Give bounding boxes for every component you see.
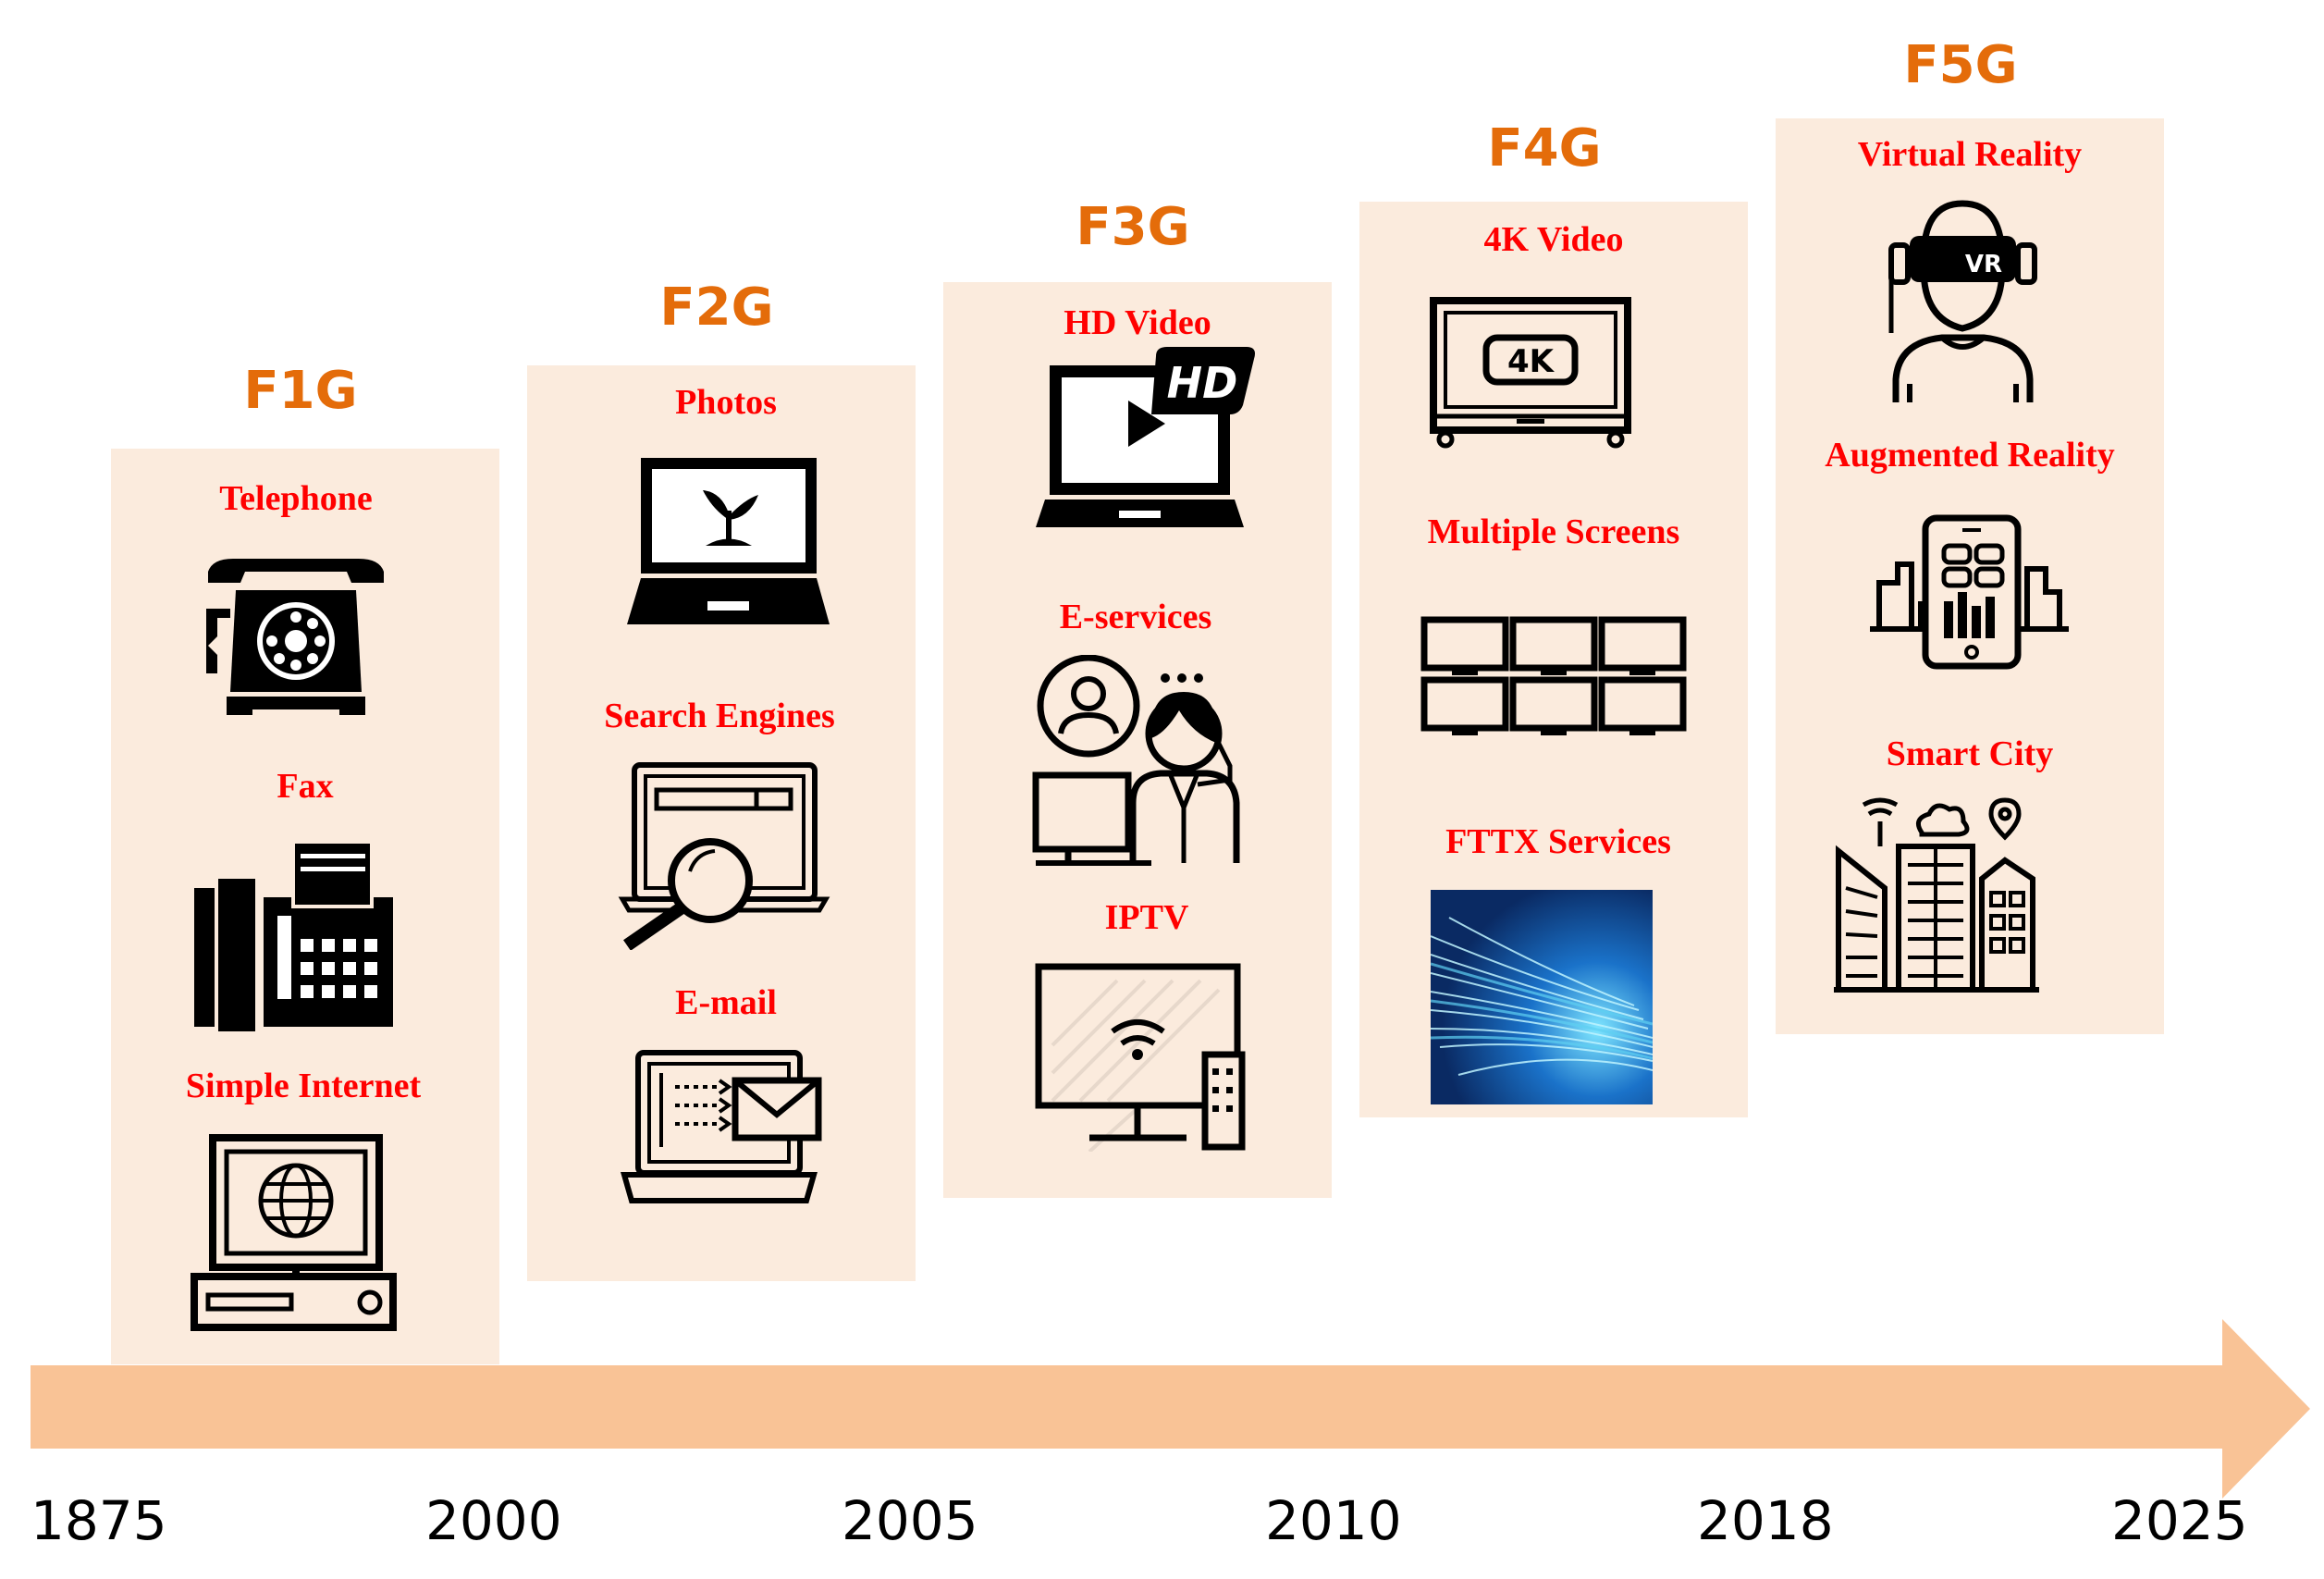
service-label-hd-video: HD Video (1064, 303, 1211, 342)
generation-label-f1g: F1G (243, 361, 358, 421)
telephone-icon (199, 553, 393, 715)
smart-city-icon (1829, 796, 2044, 994)
service-label-e-services: E-services (1059, 598, 1212, 636)
timeline-year-2005: 2005 (842, 1489, 978, 1552)
vr-badge-text: VR (1965, 251, 2002, 278)
service-label-4k-video: 4K Video (1483, 220, 1624, 259)
generation-label-f4g: F4G (1487, 118, 1602, 179)
4k-tv-icon: 4K (1429, 296, 1632, 449)
hd-video-laptop-icon: HD (1036, 342, 1258, 537)
timeline-arrow (31, 1319, 2310, 1499)
generation-label-f2g: F2G (659, 278, 774, 338)
timeline-year-1875: 1875 (31, 1489, 167, 1552)
hd-badge-text: HD (1167, 358, 1238, 408)
augmented-reality-icon (1865, 513, 2073, 671)
4k-badge-text: 4K (1507, 343, 1555, 380)
vr-headset-icon: VR (1854, 194, 2072, 412)
generation-label-f5g: F5G (1903, 35, 2018, 95)
generation-label-f3g: F3G (1076, 197, 1190, 257)
service-label-simple-internet: Simple Internet (185, 1067, 422, 1105)
timeline-year-2018: 2018 (1697, 1489, 1834, 1552)
email-laptop-icon (620, 1045, 828, 1207)
service-label-fax: Fax (277, 767, 334, 806)
fiber-optic-image (1431, 890, 1653, 1104)
service-label-photos: Photos (675, 383, 777, 422)
service-label-virtual-reality: Virtual Reality (1857, 135, 2083, 174)
search-engine-icon (618, 760, 830, 950)
timeline-year-2000: 2000 (425, 1489, 562, 1552)
service-label-iptv: IPTV (1104, 898, 1189, 937)
service-label-multiple-screens: Multiple Screens (1427, 512, 1680, 551)
service-label-smart-city: Smart City (1886, 734, 2054, 773)
e-services-icon (1031, 655, 1253, 866)
iptv-icon (1034, 962, 1248, 1152)
service-label-augmented-reality: Augmented Reality (1825, 436, 2115, 475)
service-label-telephone: Telephone (219, 479, 373, 518)
multiple-screens-icon (1420, 615, 1688, 740)
service-label-search-engines: Search Engines (604, 697, 835, 735)
fax-icon (190, 837, 398, 1031)
timeline-year-2025: 2025 (2111, 1489, 2248, 1552)
service-label-fttx-services: FTTX Services (1445, 822, 1671, 861)
computer-globe-icon (190, 1133, 398, 1332)
service-label-e-mail: E-mail (675, 983, 777, 1022)
laptop-photo-icon (624, 453, 832, 629)
timeline-year-2010: 2010 (1265, 1489, 1402, 1552)
